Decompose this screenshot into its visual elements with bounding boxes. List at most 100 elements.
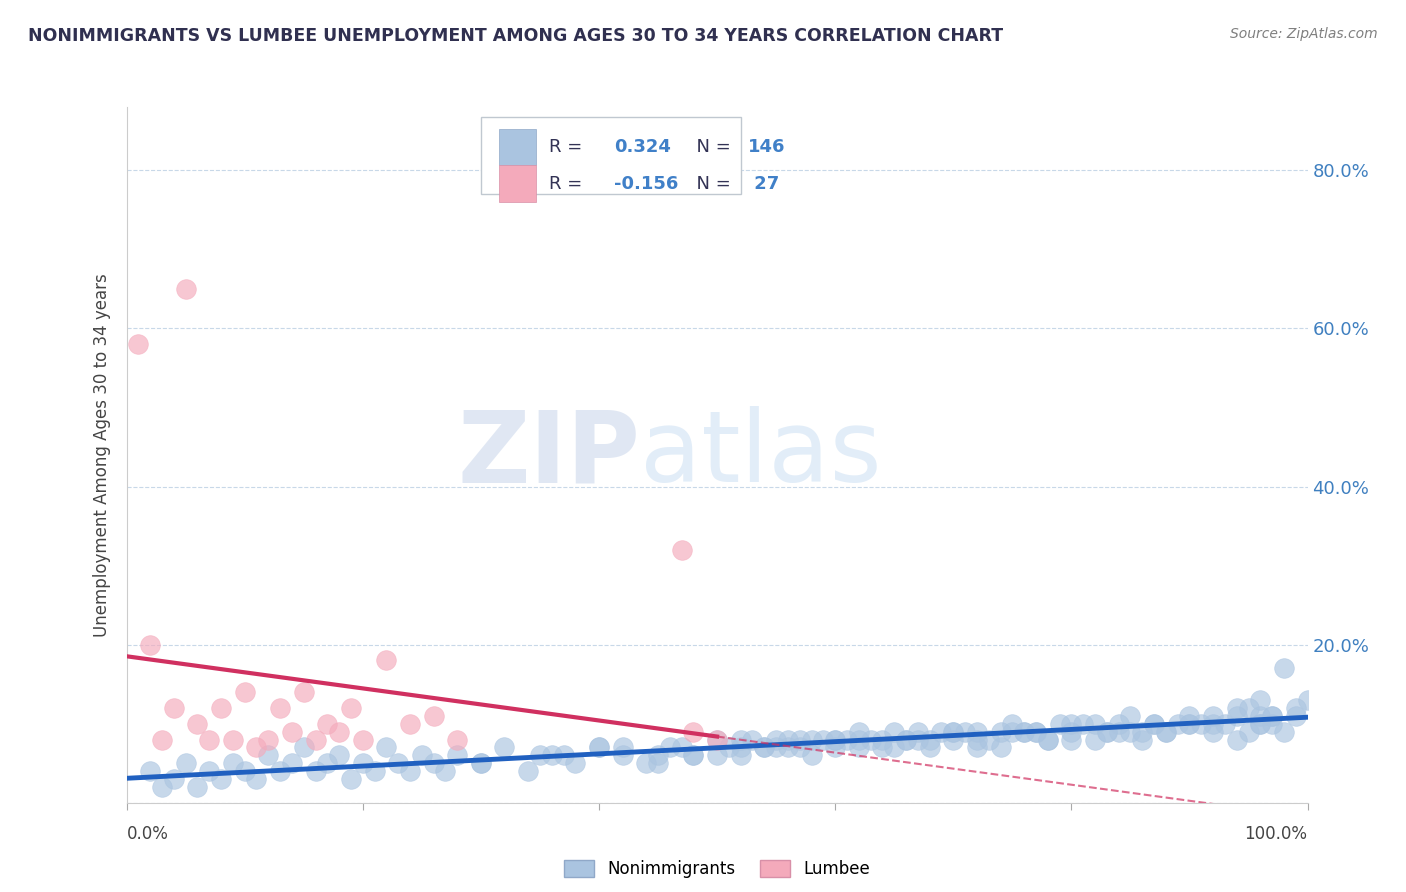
Point [1285,708,1308,723]
Point [1084,716,1107,731]
Point [174,756,197,771]
Point [1202,708,1225,723]
Point [540,748,562,763]
Point [990,740,1012,755]
Y-axis label: Unemployment Among Ages 30 to 34 years: Unemployment Among Ages 30 to 34 years [93,273,111,637]
Point [328,724,350,739]
Point [1249,716,1271,731]
Point [1189,716,1212,731]
Point [375,653,398,667]
Point [1249,716,1271,731]
Point [399,764,422,779]
Point [835,732,858,747]
Point [1226,701,1249,715]
Point [800,732,823,747]
Bar [499,166,536,202]
Point [730,748,752,763]
Point [931,724,953,739]
Text: 0.324: 0.324 [614,137,671,156]
Point [1012,724,1035,739]
Point [730,732,752,747]
Text: atlas: atlas [640,407,882,503]
Point [127,337,149,351]
Text: N =: N = [685,175,737,193]
Point [658,740,681,755]
Point [789,732,811,747]
Point [553,748,575,763]
Point [588,740,610,755]
Point [588,740,610,755]
Point [209,701,232,715]
Point [682,748,704,763]
Point [150,732,173,747]
Point [304,732,326,747]
Point [848,740,870,755]
Point [1143,716,1166,731]
Point [1036,732,1059,747]
Text: N =: N = [685,137,737,156]
Point [1084,732,1107,747]
Point [612,748,634,763]
Text: 100.0%: 100.0% [1244,825,1308,843]
Point [682,748,704,763]
Point [517,764,540,779]
Point [647,756,669,771]
Text: 146: 146 [748,137,786,156]
Point [765,740,787,755]
Text: 27: 27 [748,175,779,193]
Point [269,701,291,715]
Point [340,772,363,786]
Point [789,740,811,755]
Point [907,732,929,747]
Point [894,732,917,747]
Point [1202,716,1225,731]
Point [163,772,186,786]
Point [1178,716,1201,731]
Point [682,724,704,739]
Point [1108,716,1130,731]
Point [953,724,976,739]
Point [281,724,304,739]
Point [754,740,776,755]
Point [1001,724,1024,739]
Point [1202,724,1225,739]
Point [1237,724,1260,739]
Point [186,780,208,794]
Point [316,716,339,731]
Point [1178,708,1201,723]
Text: R =: R = [550,175,588,193]
Point [1049,716,1071,731]
Point [1237,701,1260,715]
Point [1249,708,1271,723]
Point [1012,724,1035,739]
Point [233,764,256,779]
Point [1261,708,1284,723]
Point [139,764,162,779]
Point [209,772,232,786]
Point [1226,708,1249,723]
Point [446,748,468,763]
Point [1119,724,1142,739]
Point [1095,724,1118,739]
Point [848,724,870,739]
Point [387,756,409,771]
Point [671,740,693,755]
Point [222,756,245,771]
Point [824,732,846,747]
Point [990,724,1012,739]
Point [776,732,799,747]
Point [269,764,291,779]
Point [1213,716,1236,731]
Point [1025,724,1047,739]
Point [139,638,162,652]
Legend: Nonimmigrants, Lumbee: Nonimmigrants, Lumbee [557,854,877,885]
Point [163,701,186,715]
Point [741,732,763,747]
Point [446,732,468,747]
Point [671,542,693,557]
Point [292,685,315,699]
Text: 0.0%: 0.0% [127,825,169,843]
Point [942,732,965,747]
Point [813,732,835,747]
Point [966,740,988,755]
